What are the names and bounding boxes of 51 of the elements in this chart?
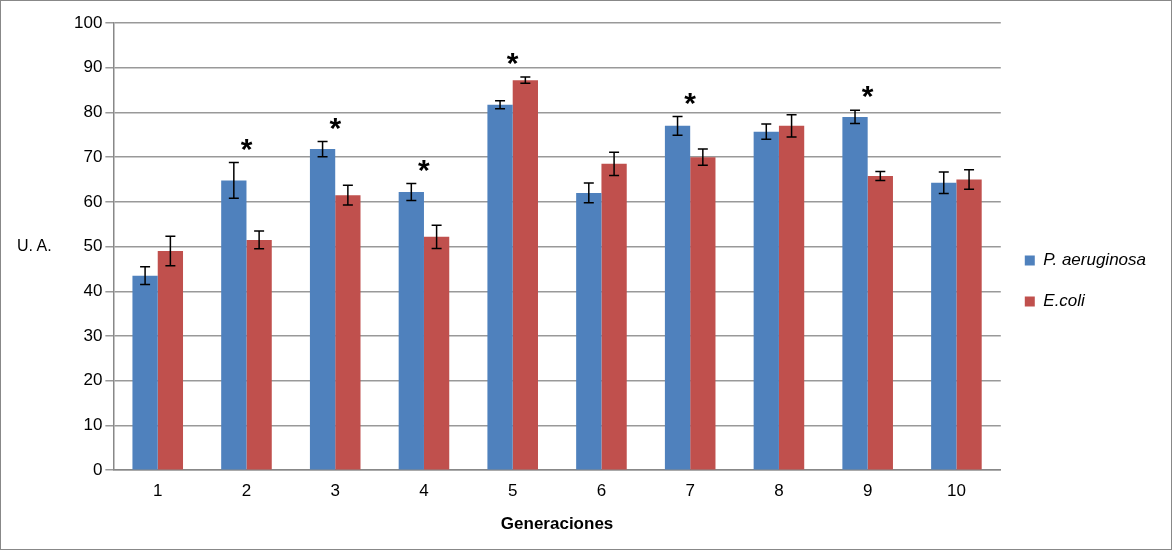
bar <box>335 195 361 470</box>
bar <box>132 275 158 470</box>
bar <box>867 175 893 470</box>
bar <box>664 125 691 470</box>
bar <box>842 116 868 470</box>
y-tick-label: 0 <box>92 459 103 479</box>
bar <box>398 192 424 470</box>
bar <box>157 251 184 470</box>
y-tick-label: 80 <box>83 102 103 122</box>
bar <box>690 157 716 470</box>
x-tick-label: 9 <box>862 481 873 501</box>
x-tick-label: 5 <box>507 481 518 501</box>
y-axis-title: U. A. <box>17 237 52 255</box>
bar <box>487 104 513 470</box>
bar <box>753 131 779 470</box>
x-tick-label: 8 <box>774 481 784 501</box>
x-tick-label: 3 <box>330 481 340 501</box>
x-tick-label: 10 <box>946 481 966 501</box>
bar <box>512 80 538 470</box>
y-tick-label: 40 <box>83 281 103 301</box>
y-tick-label: 100 <box>73 12 103 32</box>
bar <box>423 236 450 470</box>
y-tick-label: 60 <box>83 191 103 211</box>
x-tick-label: 4 <box>419 481 429 501</box>
legend-label: P. aeruginosa <box>1043 250 1146 270</box>
annotation: * <box>684 85 697 119</box>
annotation: * <box>418 152 431 186</box>
bar <box>576 192 602 470</box>
bar <box>309 149 336 470</box>
y-tick-label: 20 <box>83 370 103 390</box>
annotation: * <box>506 46 519 80</box>
x-tick-label: 6 <box>596 481 607 501</box>
annotation: * <box>861 79 874 113</box>
bar <box>221 180 247 470</box>
x-tick-label: 7 <box>685 481 695 501</box>
bar <box>601 163 627 470</box>
x-tick-label: 2 <box>241 481 252 501</box>
bar <box>246 239 272 470</box>
bar <box>778 125 805 470</box>
x-tick-label: 1 <box>153 481 163 501</box>
y-tick-label: 10 <box>83 415 103 435</box>
annotation: * <box>240 131 253 165</box>
y-tick-label: 30 <box>83 325 103 345</box>
y-tick-label: 50 <box>83 236 103 256</box>
bar <box>931 182 957 470</box>
bar <box>956 179 982 470</box>
annotation: * <box>329 110 342 144</box>
y-tick-label: 70 <box>83 146 103 166</box>
legend-label: E.coli <box>1043 291 1087 311</box>
y-tick-label: 90 <box>83 57 103 77</box>
x-axis-title: Generaciones <box>500 514 614 534</box>
